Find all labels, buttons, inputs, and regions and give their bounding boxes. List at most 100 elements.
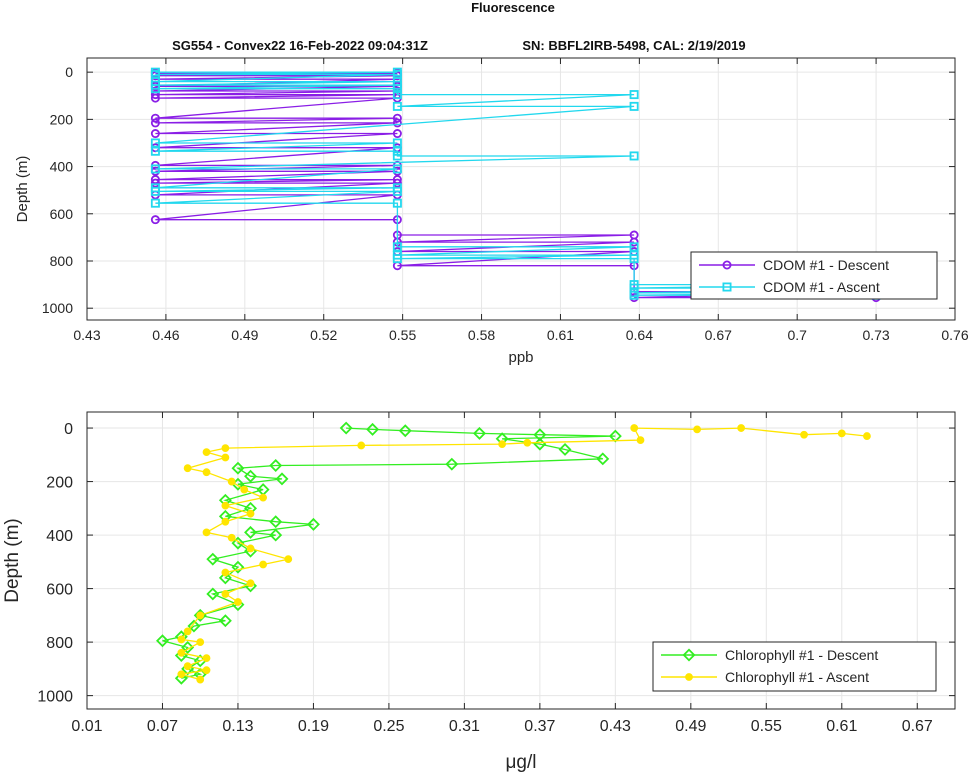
axes-box	[86, 57, 956, 321]
x-tick-label: 0.58	[468, 327, 495, 343]
data-point	[629, 237, 639, 247]
data-point	[629, 254, 639, 264]
data-point	[392, 254, 402, 264]
data-point	[177, 635, 186, 644]
data-point	[150, 138, 160, 148]
data-point	[629, 90, 639, 100]
x-tick-label: 0.55	[389, 327, 416, 343]
series-line	[179, 427, 867, 681]
data-point	[187, 619, 201, 633]
data-point	[202, 654, 211, 663]
data-point	[392, 186, 402, 196]
x-tick-label: 0.43	[600, 718, 631, 735]
data-point	[221, 568, 230, 577]
legend-label: Chlorophyll #1 - Descent	[725, 647, 878, 663]
data-point	[150, 84, 160, 94]
legend-label: CDOM #1 - Ascent	[763, 279, 880, 295]
data-point	[221, 517, 230, 526]
data-point	[221, 501, 230, 510]
data-point	[150, 175, 160, 185]
data-point	[150, 198, 160, 208]
data-point	[150, 186, 160, 196]
data-point	[473, 426, 486, 440]
data-point	[339, 421, 353, 435]
axes-box	[86, 411, 956, 710]
legend: CDOM #1 - Descent CDOM #1 - Ascent	[690, 251, 938, 300]
data-point	[240, 485, 249, 494]
x-tick-label: 0.61	[547, 327, 574, 343]
y-tick-label: 0	[64, 421, 73, 438]
data-point	[284, 555, 293, 564]
legend-label: Chlorophyll #1 - Ascent	[725, 669, 869, 685]
data-point	[221, 590, 230, 598]
data-point	[629, 242, 639, 252]
data-point	[392, 178, 402, 188]
data-point	[227, 477, 236, 486]
data-point	[206, 587, 220, 601]
data-point	[629, 290, 639, 300]
data-point	[392, 84, 402, 94]
x-tick-label: 0.25	[373, 718, 404, 735]
legend-marker	[722, 282, 732, 292]
y-axis-label: Depth (m)	[2, 518, 23, 602]
x-axis-label: ppb	[508, 349, 533, 366]
data-point	[183, 662, 192, 671]
legend-marker	[685, 673, 693, 681]
data-point	[150, 113, 160, 123]
x-tick-label: 0.55	[751, 718, 782, 735]
data-point	[392, 129, 402, 139]
y-axis-label: Depth (m)	[14, 156, 31, 223]
x-tick-label: 0.43	[73, 327, 100, 343]
data-point	[150, 215, 160, 225]
data-point	[202, 666, 211, 675]
data-point	[177, 670, 186, 679]
y-tick-label: 600	[46, 581, 73, 598]
x-tick-label: 0.7	[787, 327, 807, 343]
y-tick-label: 200	[46, 474, 73, 491]
data-point	[837, 429, 846, 438]
y-tick-label: 1000	[42, 300, 73, 316]
figure-subtitle-left: SG554 - Convex22 16-Feb-2022 09:04:31Z	[172, 38, 428, 53]
data-point	[202, 468, 211, 477]
data-point	[177, 648, 186, 657]
x-tick-label: 0.01	[71, 718, 102, 735]
data-point	[392, 118, 402, 128]
x-tick-label: 0.13	[222, 718, 253, 735]
legend-box	[652, 641, 937, 692]
x-axis-label: μg/l	[505, 752, 536, 773]
data-point	[150, 90, 160, 100]
data-point	[392, 90, 402, 100]
x-tick-label: 0.19	[298, 718, 329, 735]
x-tick-label: 0.64	[626, 327, 653, 343]
data-point	[629, 151, 639, 161]
data-point	[246, 509, 255, 518]
y-tick-label: 400	[50, 159, 74, 175]
legend-marker	[722, 260, 732, 270]
data-point	[636, 436, 645, 444]
data-point	[234, 598, 242, 606]
x-tick-label: 0.67	[705, 327, 732, 343]
x-tick-label: 0.61	[826, 718, 857, 735]
chart-panel-2: 0.01 0.07 0.13 0.19 0.25 0.31 0.37 0.43 0.49 0.55…	[2, 411, 956, 773]
data-point	[259, 560, 268, 569]
data-point	[221, 453, 230, 462]
y-tick-label: 200	[50, 111, 74, 127]
data-point	[800, 430, 808, 439]
y-tick-label: 800	[50, 253, 74, 269]
data-point	[269, 515, 283, 529]
data-point	[596, 452, 610, 466]
data-point	[221, 444, 230, 453]
data-point	[259, 493, 268, 502]
data-point	[558, 442, 572, 456]
data-point	[523, 438, 532, 447]
data-point	[630, 424, 639, 432]
data-point	[206, 552, 220, 566]
data-point	[693, 425, 702, 434]
x-tick-label: 0.46	[152, 327, 179, 343]
data-point	[227, 533, 236, 542]
data-point	[196, 638, 205, 647]
data-point	[269, 459, 283, 472]
data-point	[183, 464, 192, 473]
x-tick-label: 0.52	[310, 327, 337, 343]
